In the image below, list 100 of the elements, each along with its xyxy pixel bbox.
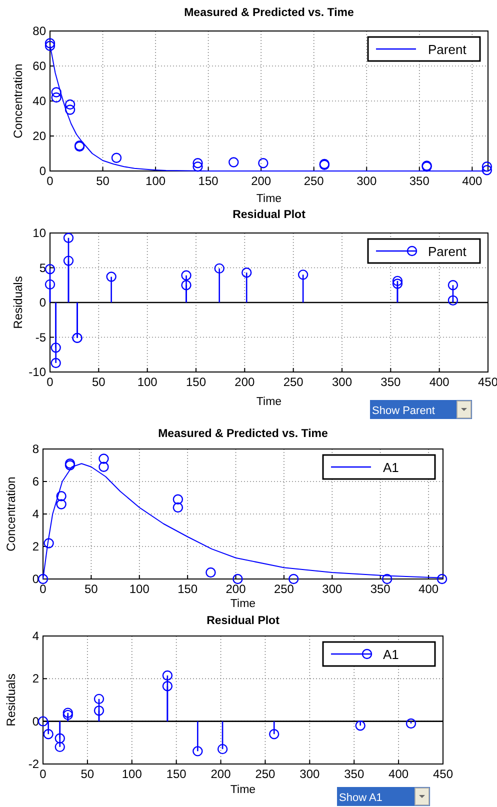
point — [172, 494, 184, 504]
legend-label: Parent — [428, 244, 467, 259]
x-axis-title: Time — [256, 396, 282, 408]
point — [162, 670, 173, 681]
x-tick-label: 250 — [283, 375, 304, 389]
x-tick-label: 400 — [462, 174, 482, 188]
x-tick-label: 300 — [332, 375, 352, 389]
point — [56, 491, 66, 502]
y-tick-label: 2 — [32, 672, 40, 686]
point — [172, 502, 184, 513]
x-tick-label: 100 — [129, 582, 150, 596]
point — [56, 499, 66, 510]
x-tick-label: 200 — [251, 174, 272, 188]
point — [64, 99, 76, 110]
x-tick-label: 400 — [429, 375, 450, 389]
point — [392, 278, 403, 289]
point — [50, 342, 61, 353]
x-tick-label: 400 — [418, 582, 439, 596]
y-tick-label: 10 — [32, 226, 46, 240]
point — [38, 716, 48, 726]
x-tick-label: 150 — [166, 767, 187, 781]
point — [269, 729, 280, 740]
x-axis-title: Time — [256, 193, 282, 205]
y-tick-label: 8 — [32, 442, 40, 456]
point — [181, 270, 192, 280]
y-tick-label: 60 — [32, 59, 46, 73]
dropdown-menu: Show Parent — [370, 400, 472, 419]
x-tick-label: 100 — [137, 375, 158, 389]
y-tick-label: 6 — [32, 474, 40, 488]
point — [436, 574, 448, 584]
point — [43, 729, 54, 740]
point — [406, 718, 416, 729]
x-tick-label: 300 — [300, 767, 320, 781]
y-tick-label: -2 — [28, 757, 40, 771]
point — [228, 157, 239, 168]
x-tick-label: 50 — [92, 375, 106, 389]
legend-label: Parent — [428, 42, 467, 57]
chart-title: Measured & Predicted vs. Time — [158, 428, 328, 440]
chart-title: Residual Plot — [206, 615, 280, 627]
y-tick-label: 2 — [32, 540, 40, 554]
point — [392, 276, 403, 286]
point — [51, 92, 62, 103]
y-tick-label: 40 — [32, 94, 46, 108]
point — [181, 280, 192, 290]
point — [44, 264, 56, 274]
x-tick-label: 150 — [198, 174, 219, 188]
x-tick-label: 350 — [344, 767, 364, 781]
x-tick-label: 200 — [234, 375, 255, 389]
x-tick-label: 400 — [388, 767, 409, 781]
y-tick-label: 0 — [32, 572, 40, 586]
x-tick-label: 250 — [255, 767, 276, 781]
y-tick-label: -10 — [28, 365, 46, 379]
point — [355, 720, 366, 731]
y-tick-label: 0 — [39, 296, 46, 310]
y-tick-label: 4 — [32, 507, 40, 521]
point — [288, 574, 299, 584]
point — [382, 574, 392, 584]
x-tick-label: 50 — [80, 767, 94, 781]
point — [232, 574, 243, 584]
point — [162, 681, 173, 692]
point — [94, 694, 104, 704]
x-tick-label: 350 — [380, 375, 401, 389]
y-tick-label: 0 — [39, 164, 46, 178]
point — [62, 710, 73, 720]
chart-title: Residual Plot — [232, 209, 306, 221]
y-axis-title: Residuals — [4, 674, 18, 726]
x-tick-label: 150 — [186, 375, 206, 389]
point — [44, 279, 56, 290]
y-tick-label: 80 — [32, 24, 46, 38]
x-tick-label: 350 — [409, 174, 430, 188]
x-tick-label: 100 — [122, 767, 142, 781]
point — [98, 462, 109, 472]
point — [98, 454, 109, 464]
point — [111, 152, 122, 163]
point — [44, 40, 56, 51]
point — [63, 256, 74, 266]
y-tick-label: -5 — [35, 330, 46, 344]
point — [482, 165, 492, 176]
x-tick-label: 350 — [370, 582, 391, 596]
x-tick-label: 250 — [274, 582, 294, 596]
point — [106, 272, 116, 282]
y-tick-label: 20 — [32, 129, 46, 143]
chart-title: Measured & Predicted vs. Time — [184, 7, 354, 19]
x-tick-label: 200 — [226, 582, 246, 596]
legend-label: A1 — [383, 647, 399, 662]
x-tick-label: 250 — [304, 174, 324, 188]
y-axis-title: Concentration — [11, 64, 25, 138]
point — [94, 706, 104, 716]
point — [217, 744, 228, 754]
point — [258, 158, 268, 168]
point — [192, 162, 203, 172]
y-tick-label: 0 — [32, 714, 40, 728]
legend-label: A1 — [383, 460, 399, 475]
x-axis-title: Time — [230, 784, 256, 796]
x-tick-label: 300 — [356, 174, 377, 188]
x-tick-label: 100 — [146, 174, 166, 188]
point — [206, 567, 216, 578]
point — [482, 162, 492, 172]
point — [50, 358, 61, 368]
y-tick-label: 4 — [32, 629, 40, 643]
